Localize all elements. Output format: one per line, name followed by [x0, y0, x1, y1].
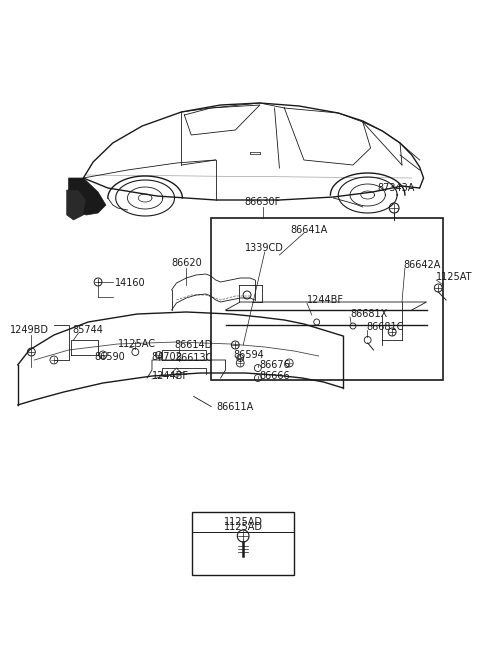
- Text: 86641A: 86641A: [290, 225, 327, 235]
- Text: 86614D: 86614D: [175, 340, 213, 350]
- Bar: [211, 218, 443, 380]
- Polygon shape: [67, 190, 86, 220]
- Text: 1125AC: 1125AC: [118, 339, 156, 349]
- Text: 86681C: 86681C: [367, 322, 404, 332]
- Polygon shape: [69, 178, 106, 215]
- Text: 86590: 86590: [94, 352, 125, 362]
- Bar: [192, 512, 294, 575]
- Text: 86611A: 86611A: [216, 402, 254, 412]
- Text: 86681X: 86681X: [350, 309, 387, 319]
- Text: 86613C: 86613C: [176, 353, 213, 363]
- Text: 85744: 85744: [72, 325, 103, 335]
- Text: 14160: 14160: [115, 278, 145, 288]
- Text: 86620: 86620: [171, 258, 202, 268]
- Text: 87343A: 87343A: [377, 183, 415, 193]
- Text: 1244BF: 1244BF: [152, 371, 189, 381]
- Text: 86630F: 86630F: [245, 197, 281, 207]
- Text: 1249BD: 1249BD: [10, 325, 49, 335]
- Text: 86676: 86676: [260, 360, 290, 370]
- Text: 1339CD: 1339CD: [245, 243, 284, 253]
- Text: 84702: 84702: [151, 352, 182, 362]
- Text: 1125AT: 1125AT: [436, 272, 473, 282]
- Text: 1125AD: 1125AD: [224, 517, 263, 527]
- Text: 1244BF: 1244BF: [307, 295, 344, 305]
- Text: 86666: 86666: [260, 371, 290, 381]
- Text: 1125AD: 1125AD: [224, 522, 263, 532]
- Text: 86594: 86594: [233, 350, 264, 360]
- Text: 86642A: 86642A: [403, 260, 440, 270]
